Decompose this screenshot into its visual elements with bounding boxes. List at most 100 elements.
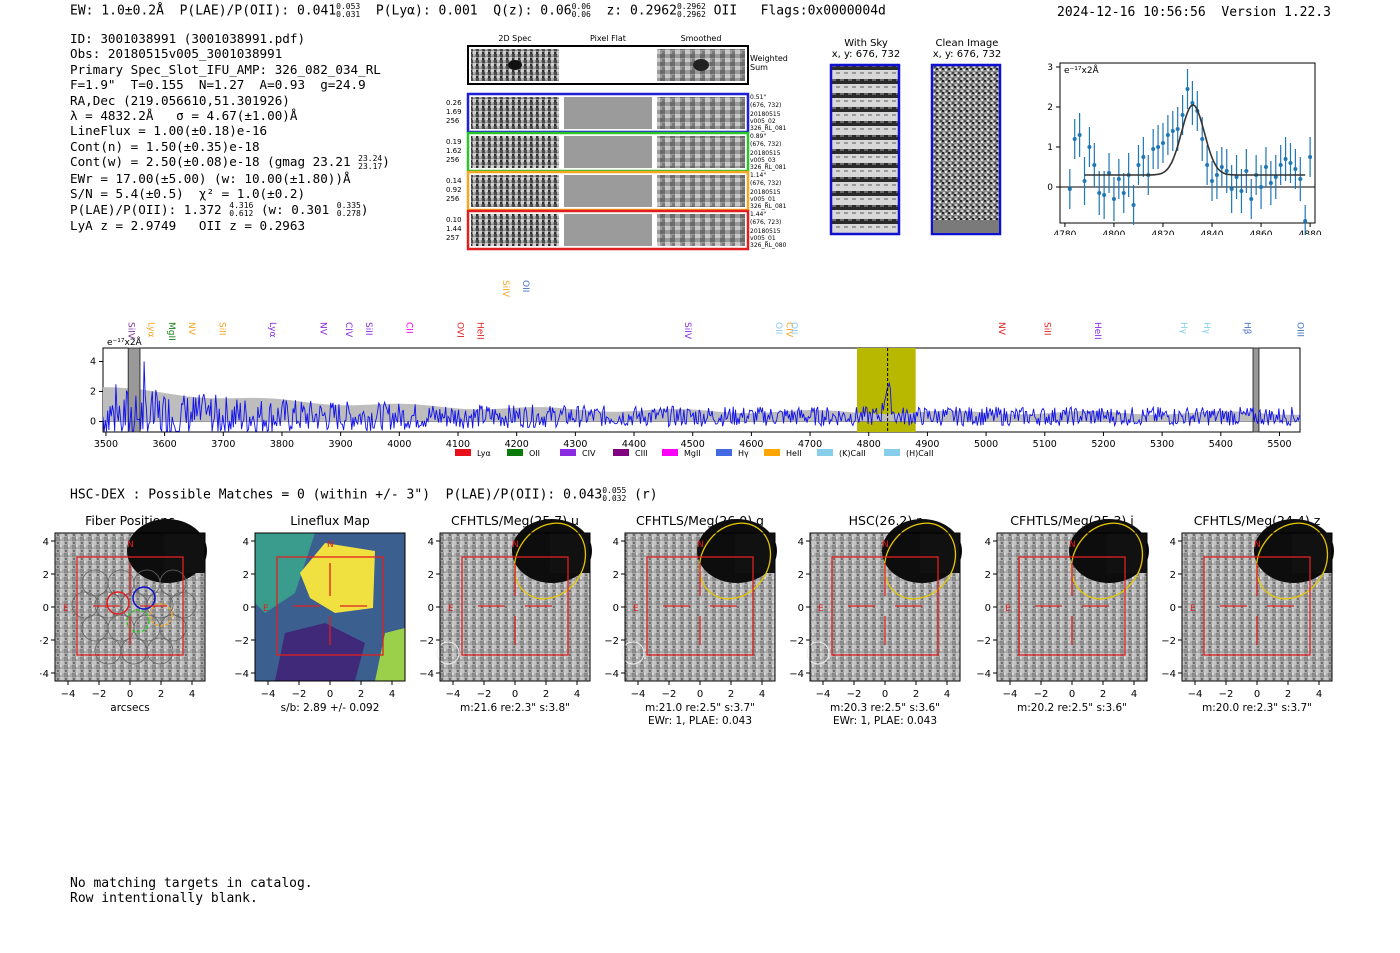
stamp-xtick-label: 0 <box>327 689 333 700</box>
east-label: E <box>63 604 69 614</box>
spectrum-xtick-label: 4800 <box>857 439 881 450</box>
stamp-ytick-label: −4 <box>234 669 249 680</box>
fiber-weight: 0.14 <box>446 177 462 185</box>
fit-unit-label: e⁻¹⁷x2Å <box>1064 64 1100 76</box>
stamp-caption: s/b: 2.89 +/- 0.092 <box>281 702 380 714</box>
fit-point <box>1214 173 1219 177</box>
stamp-ytick-label: 0 <box>243 603 249 614</box>
fit-xtick-label: 4880 <box>1299 230 1322 235</box>
north-label: N <box>1069 540 1076 550</box>
stamp-ytick-label: −2 <box>789 636 804 647</box>
fiber-xy: (676, 732) <box>750 141 781 148</box>
plya-value: P(Lyα): 0.001 <box>375 3 478 19</box>
legend-swatch <box>716 449 732 456</box>
stamp-xtick-label: −4 <box>816 689 831 700</box>
stamp-caption: m:20.3 re:2.5" s:3.6" <box>830 702 940 714</box>
line-marker: NV <box>996 322 1006 336</box>
fiber-pixel-flat <box>564 97 652 129</box>
legend-label: HeII <box>786 449 802 458</box>
col-2d-spec: 2D Spec <box>498 34 531 43</box>
legend-swatch <box>507 449 523 456</box>
qz-hi: 0.06 <box>571 2 591 11</box>
stamp-ytick-label: 0 <box>798 603 804 614</box>
east-label: E <box>263 604 269 614</box>
stamp-ytick-label: 4 <box>428 537 434 548</box>
fiber-dist: 0.51" <box>750 94 766 101</box>
plae2-w: (w: 0.301 <box>260 201 330 217</box>
stamp-caption-2: EWr: 1, PLAE: 0.043 <box>833 715 937 725</box>
stamp-xtick-label: −4 <box>1188 689 1203 700</box>
fiber-smoothed <box>657 214 745 246</box>
info-lineflux: LineFlux = 1.00(±0.18)e-16 <box>70 123 268 139</box>
north-label: N <box>882 540 889 550</box>
stamp-xtick-label: −2 <box>92 689 107 700</box>
weighted-sum-row: Weighted Sum <box>467 45 788 85</box>
fiber-date: 20180515 <box>750 189 781 196</box>
stamp-xtick-label: 2 <box>1285 689 1291 700</box>
timestamp-version: 2024-12-16 10:56:56 Version 1.22.3 <box>1057 5 1331 20</box>
plae2-bounds: 4.316 0.612 <box>229 202 253 218</box>
with-sky-header: With Sky x, y: 676, 732 <box>830 38 902 60</box>
line-marker: MgII <box>166 322 176 341</box>
legend-label: MgII <box>684 449 701 458</box>
spectrum-xtick-label: 5500 <box>1267 439 1291 450</box>
stamp-xtick-label: 4 <box>944 689 950 700</box>
fiber-pixel-flat <box>564 136 652 168</box>
catalog-footer: No matching targets in catalog. Row inten… <box>70 876 313 906</box>
stamp-xtick-label: −2 <box>1034 689 1049 700</box>
fit-point <box>1239 189 1244 193</box>
north-label: N <box>127 540 134 550</box>
line-fit-plot: 4780 4800 4820 4840 4860 4880 0 1 2 3 e⁻¹⁷x2Å <box>1047 62 1322 235</box>
spectrum-xtick-label: 3700 <box>211 439 235 450</box>
line-marker: CII <box>404 322 414 334</box>
spectrum-xtick-label: 3800 <box>270 439 294 450</box>
spectrum-xtick-label: 4700 <box>798 439 822 450</box>
info-sn: S/N = 5.4(±0.5) χ² = 1.0(±0.2) <box>70 186 306 202</box>
fit-xtick-label: 4800 <box>1102 230 1125 235</box>
legend-label: Lyα <box>477 449 491 458</box>
fit-point <box>1205 163 1210 167</box>
plae-value: P(LAE)/P(OII): 0.041 <box>179 3 337 19</box>
fit-point <box>1190 101 1195 105</box>
fit-point <box>1303 219 1308 223</box>
east-label: E <box>818 604 824 614</box>
fit-point <box>1097 191 1102 195</box>
fiber-c: 256 <box>446 117 460 125</box>
fit-point <box>1121 191 1126 195</box>
with-sky-title: With Sky <box>844 38 888 49</box>
info-plae: P(LAE)/P(OII): 1.372 4.316 0.612 (w: 0.30… <box>70 202 390 219</box>
legend-label: OII <box>529 449 540 458</box>
fiber-2d-spec <box>471 97 559 129</box>
legend-label: CIV <box>582 449 596 458</box>
plae2-lo: 0.612 <box>229 209 254 219</box>
clean-image-gap <box>933 220 999 233</box>
stamp-ytick-label: −4 <box>604 669 619 680</box>
fit-point <box>1116 177 1121 181</box>
stamp-ytick-label: 0 <box>428 603 434 614</box>
info-radec: RA,Dec (219.056610,51.301926) <box>70 92 290 108</box>
fiber-b: 1.62 <box>446 147 462 155</box>
with-sky-xy: x, y: 676, 732 <box>831 49 901 60</box>
spectrum-flux-line <box>102 361 1301 433</box>
fiber-blue <box>132 586 156 610</box>
info-contw: Cont(w) = 2.50(±0.08)e-18 (gmag 23.21 23… <box>70 154 390 171</box>
stamp-ytick-label: 0 <box>43 603 49 614</box>
fit-point <box>1170 129 1175 133</box>
plae-hi: 0.053 <box>336 2 361 11</box>
qz-lo: 0.06 <box>571 10 591 19</box>
fiber-orange <box>149 603 173 627</box>
stamp-ytick-label: 2 <box>798 570 804 581</box>
fit-xtick-label: 4820 <box>1152 230 1175 235</box>
qz-bounds: 0.06 0.06 <box>572 3 591 19</box>
neighbor-circle <box>621 641 645 665</box>
stamp-xtick-label: 2 <box>158 689 164 700</box>
info-obs: Obs: 20180515v005_3001038991 <box>70 46 283 62</box>
stamp-xtick-label: 2 <box>728 689 734 700</box>
fiber-footprint <box>71 591 99 619</box>
info-contn: Cont(n) = 1.50(±0.35)e-18 <box>70 138 260 154</box>
legend-swatch <box>560 449 576 456</box>
ew-value: EW: 1.0±0.2Å <box>70 3 164 19</box>
